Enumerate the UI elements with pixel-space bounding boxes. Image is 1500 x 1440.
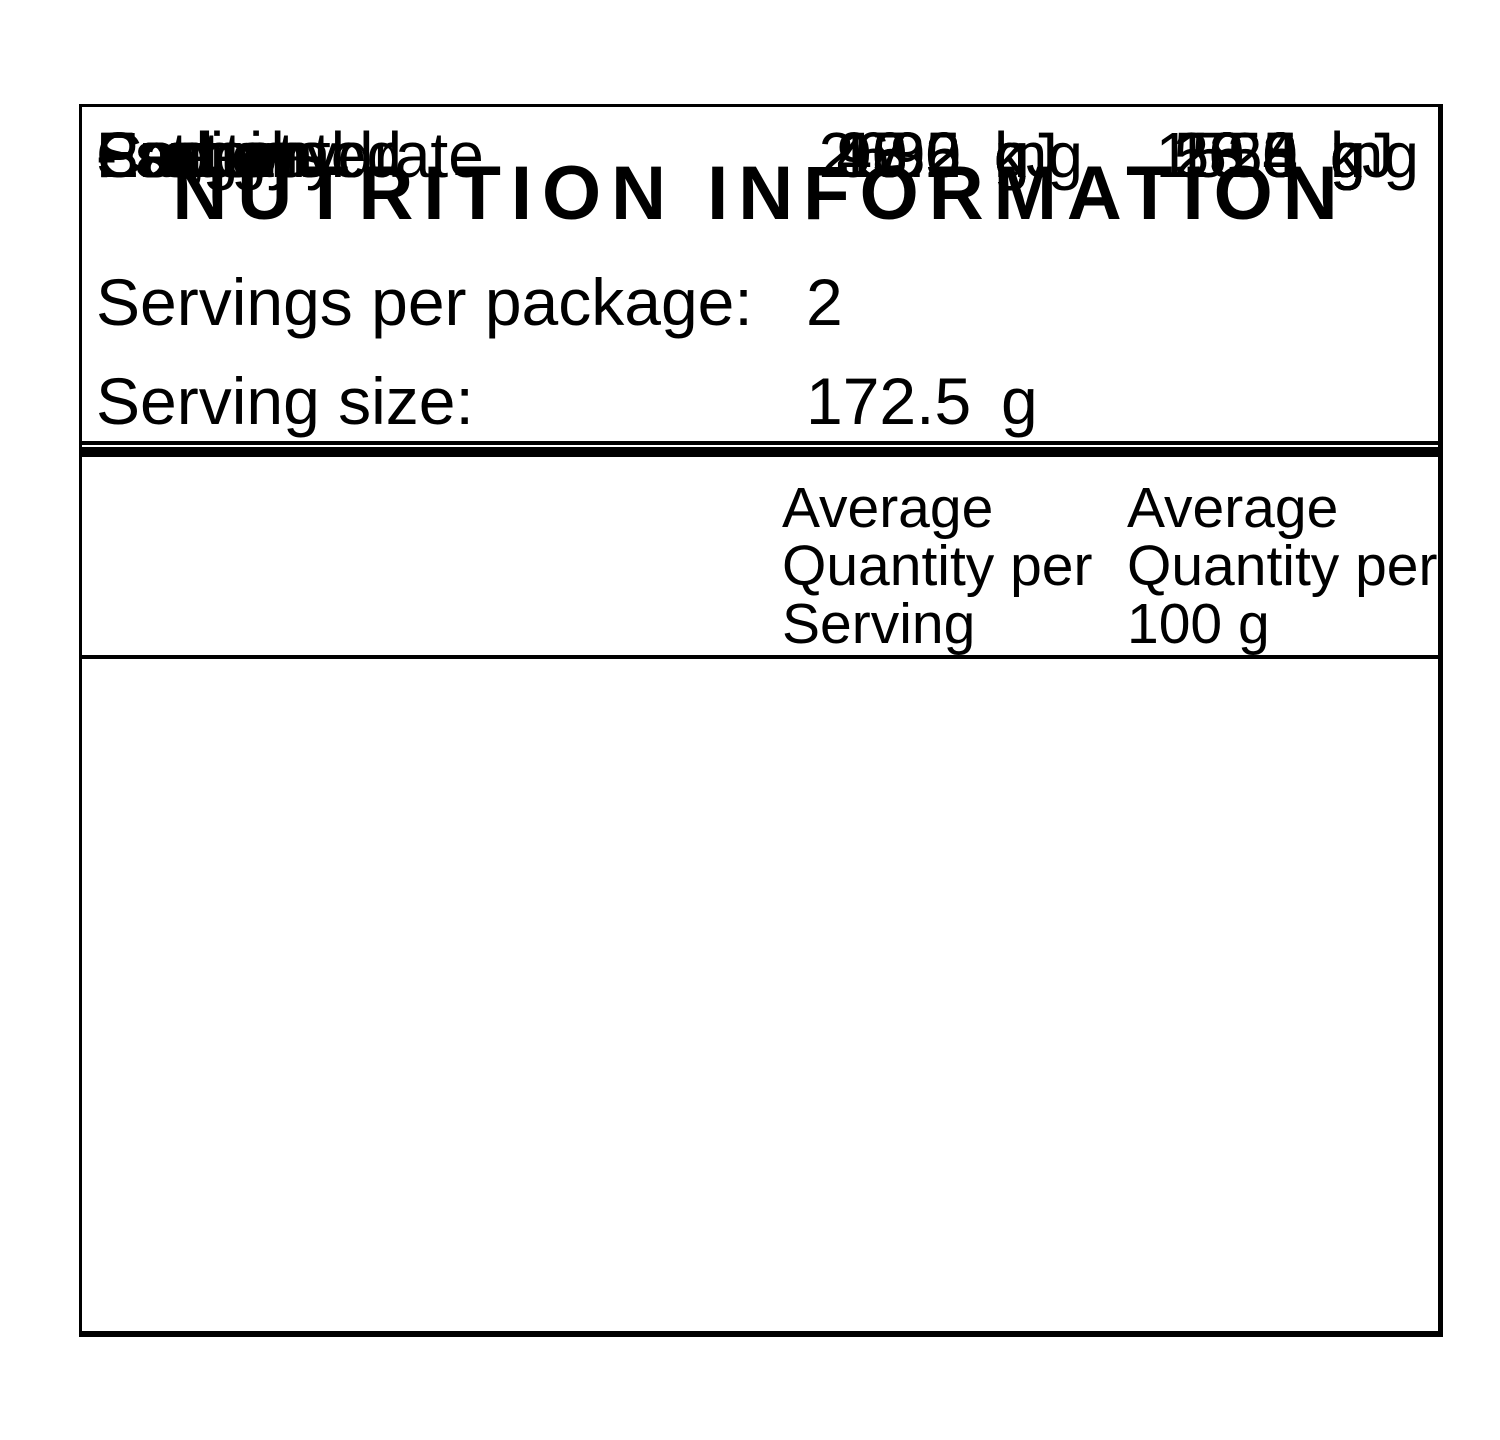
per-serving-value: 40.5	[836, 119, 961, 191]
serving-size-value: 172.5	[806, 364, 972, 438]
divider-thin-top	[82, 441, 1438, 445]
per-serving-value: 18.2	[836, 119, 961, 191]
per-serving-value: 97.2	[836, 119, 961, 191]
per-100g-value: 8.8	[1209, 119, 1298, 191]
nutrient-row-saturated: - saturated 5.6 g 3.3 g	[82, 107, 1438, 203]
per-100g-unit: g	[1330, 119, 1366, 191]
per-serving-unit: g	[994, 119, 1030, 191]
nutrient-label: Sodium	[96, 119, 313, 191]
nutrient-label: - sugars	[96, 119, 328, 191]
per-serving-unit: g	[994, 119, 1030, 191]
nutrient-label: Protein	[96, 119, 299, 191]
per-100g-unit: mg	[1330, 119, 1419, 191]
per-100g-unit: g	[1330, 119, 1366, 191]
column-header-per-100g: Average Quantity per 100 g	[1127, 476, 1438, 656]
per-100g-value: 23.5	[1173, 119, 1298, 191]
nutrient-label: Energy	[96, 119, 299, 191]
per-serving-unit: kJ	[994, 119, 1058, 191]
divider-thick	[82, 447, 1438, 457]
per-100g-value: 56.4	[1173, 119, 1298, 191]
per-100g-value: 3.3	[1209, 119, 1298, 191]
per-serving-value: 5.6	[872, 119, 961, 191]
per-serving-unit: g	[994, 119, 1030, 191]
per-100g-value: 55	[1226, 119, 1298, 191]
per-100g-value: 1520	[1155, 119, 1298, 191]
nutrition-information-panel: NUTRITION INFORMATION Servings per packa…	[79, 104, 1443, 1337]
serving-size-unit: g	[1001, 364, 1038, 438]
per-100g-unit: kJ	[1330, 119, 1394, 191]
per-serving-unit: mg	[994, 119, 1083, 191]
column-header-per-serving: Average Quantity per Serving	[782, 476, 1093, 656]
nutrient-row-fat-total: Fat, total 15.2 g 8.8 g	[82, 107, 1438, 203]
per-serving-unit: g	[994, 119, 1030, 191]
per-serving-unit: g	[994, 119, 1030, 191]
servings-per-package-row: Servings per package: 2	[82, 254, 1438, 350]
servings-per-package-label: Servings per package:	[96, 265, 753, 339]
per-100g-unit: g	[1330, 119, 1366, 191]
nutrient-label: Carbohydrate	[96, 119, 484, 191]
nutrient-row-energy: Energy 2630 kJ 1520 kJ	[82, 107, 1438, 203]
servings-per-package-value: 2	[806, 265, 843, 339]
nutrient-label: Fat, total	[96, 119, 345, 191]
nutrient-row-sodium: Sodium 95 mg 55 mg	[82, 107, 1438, 203]
per-serving-value: 95	[889, 119, 961, 191]
per-serving-value: 15.2	[836, 119, 961, 191]
serving-size-label: Serving size:	[96, 364, 474, 438]
per-100g-unit: g	[1330, 119, 1366, 191]
nutrient-row-carbohydrate: Carbohydrate 97.2 g 56.4 g	[82, 107, 1438, 203]
serving-size-row: Serving size: 172.5 g	[82, 353, 1438, 449]
divider-header-bottom	[82, 655, 1438, 659]
per-100g-value: 10.6	[1173, 119, 1298, 191]
panel-title: NUTRITION INFORMATION	[172, 151, 1348, 236]
per-serving-value: 2630	[818, 119, 961, 191]
nutrient-row-protein: Protein 18.2 g 10.6 g	[82, 107, 1438, 203]
nutrient-label: - saturated	[96, 119, 402, 191]
nutrient-row-sugars: - sugars 40.5 g 23.5 g	[82, 107, 1438, 203]
per-100g-unit: g	[1330, 119, 1366, 191]
